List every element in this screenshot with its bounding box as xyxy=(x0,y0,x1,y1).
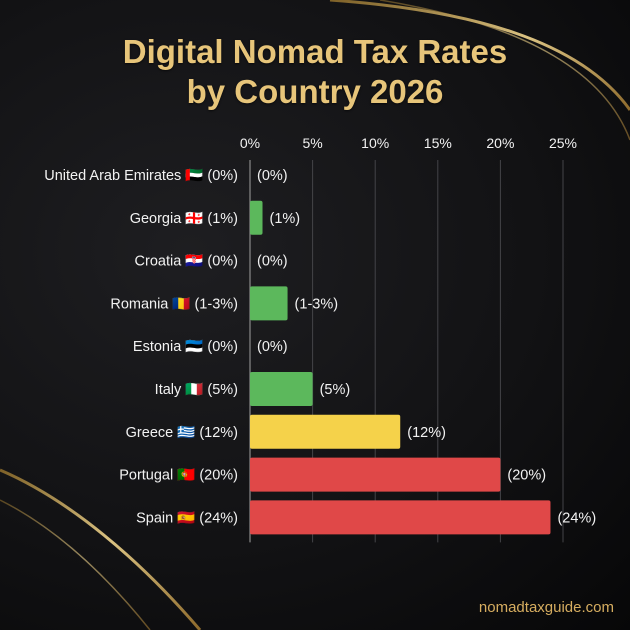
chart-title: Digital Nomad Tax Rates by Country 2026 xyxy=(0,32,630,112)
x-tick-label: 15% xyxy=(424,135,452,151)
category-label: Estonia 🇪🇪 (0%) xyxy=(133,338,238,355)
x-tick-label: 10% xyxy=(361,135,389,151)
bar xyxy=(250,414,401,449)
bar xyxy=(250,500,551,535)
category-label: Romania 🇷🇴 (1-3%) xyxy=(110,295,238,312)
category-label: Georgia 🇬🇪 (1%) xyxy=(130,210,238,227)
x-tick-label: 5% xyxy=(302,135,322,151)
bar xyxy=(250,286,288,321)
value-label: (0%) xyxy=(257,168,288,184)
category-label: United Arab Emirates 🇦🇪 (0%) xyxy=(44,167,238,184)
value-labels: (0%) (1%) (0%) (1-3%) (0%) (5%) (12%) (20%) (24%… xyxy=(257,168,596,526)
value-label: (1-3%) xyxy=(295,296,339,312)
value-label: (1%) xyxy=(270,211,301,227)
footer-site-url: nomadtaxguide.com xyxy=(478,599,614,616)
value-label: (20%) xyxy=(507,468,546,484)
category-label: Greece 🇬🇷 (12%) xyxy=(126,424,238,441)
value-label: (24%) xyxy=(557,510,596,526)
bar xyxy=(250,372,313,406)
value-label: (12%) xyxy=(407,425,446,441)
category-label: Croatia 🇭🇷 (0%) xyxy=(135,253,238,270)
value-label: (5%) xyxy=(320,382,351,398)
bars xyxy=(250,200,551,535)
category-label: Portugal 🇵🇹 (20%) xyxy=(119,467,238,484)
chart-title-line-2: by Country 2026 xyxy=(186,73,444,110)
x-axis-ticks: 0% 5% 10% 15% 20% 25% xyxy=(240,135,577,151)
bar xyxy=(250,457,501,492)
category-labels: United Arab Emirates 🇦🇪 (0%) Georgia 🇬🇪 (… xyxy=(44,167,238,526)
value-label: (0%) xyxy=(257,254,288,270)
category-label: Spain 🇪🇸 (24%) xyxy=(136,509,238,526)
value-label: (0%) xyxy=(257,339,288,355)
x-tick-label: 20% xyxy=(486,135,514,151)
category-label: Italy 🇮🇹 (5%) xyxy=(155,381,238,398)
chart-title-line-1: Digital Nomad Tax Rates xyxy=(122,33,508,70)
x-tick-label: 25% xyxy=(549,135,577,151)
x-tick-label: 0% xyxy=(240,135,260,151)
bar xyxy=(250,200,263,235)
